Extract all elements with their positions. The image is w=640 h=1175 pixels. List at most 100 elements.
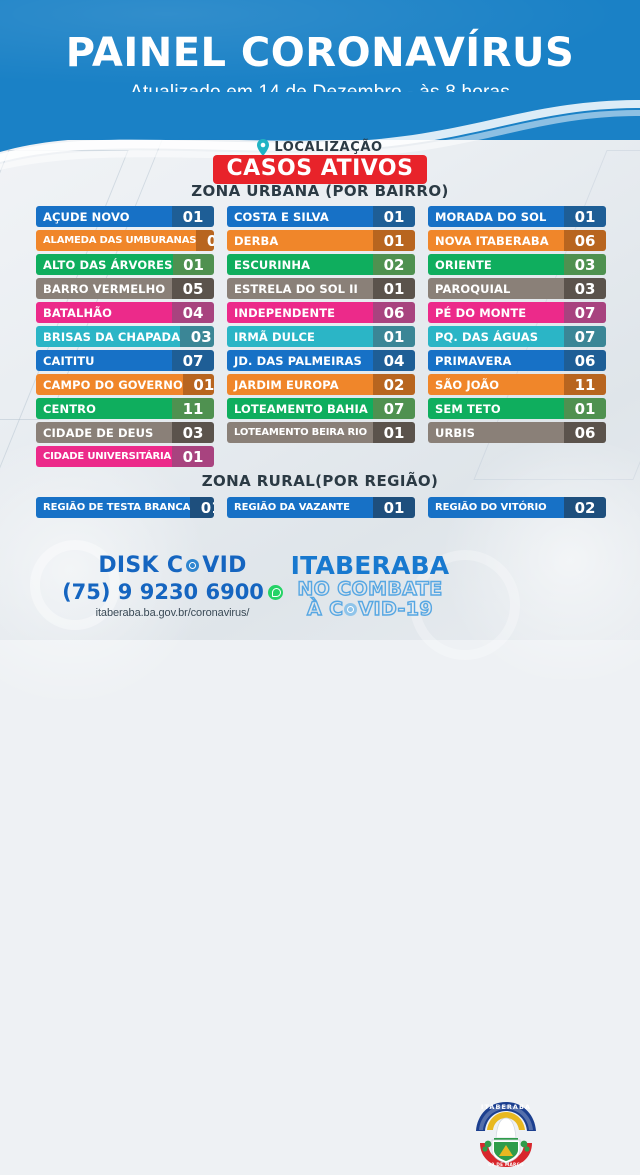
neighborhood-case-count: 07 xyxy=(373,398,415,419)
neighborhood-name: COSTA E SILVA xyxy=(227,206,373,227)
neighborhood-row: JARDIM EUROPA 02 xyxy=(227,374,415,395)
neighborhood-case-count: 02 xyxy=(373,254,415,275)
neighborhood-name: CENTRO xyxy=(36,398,172,419)
disk-covid-block: DISK C VID (75) 9 9230 6900 itaberaba.ba… xyxy=(60,553,285,619)
neighborhood-row: DERBA 01 xyxy=(227,230,415,251)
neighborhood-case-count: 04 xyxy=(172,302,214,323)
neighborhood-case-count: 01 xyxy=(172,446,214,467)
neighborhood-case-count: 02 xyxy=(196,230,214,251)
header-sheen xyxy=(0,0,640,98)
slogan-line-3: À C VID-19 xyxy=(280,597,460,620)
slogan-line-1: ITABERABA xyxy=(290,551,450,580)
active-cases-label: CASOS ATIVOS xyxy=(212,155,428,184)
neighborhood-name: AÇUDE NOVO xyxy=(36,206,172,227)
neighborhood-row: SÃO JOÃO 11 xyxy=(428,374,606,395)
neighborhood-name: CIDADE DE DEUS xyxy=(36,422,172,443)
rural-region-case-count: 01 xyxy=(373,497,415,518)
virus-o-icon xyxy=(344,602,358,616)
neighborhood-name: JARDIM EUROPA xyxy=(227,374,373,395)
neighborhood-case-count: 06 xyxy=(373,302,415,323)
neighborhood-case-count: 01 xyxy=(373,326,415,347)
location-row: LOCALIZAÇÃO xyxy=(0,139,640,156)
neighborhood-name: BRISAS DA CHAPADA xyxy=(36,326,181,347)
neighborhood-case-count: 04 xyxy=(373,350,415,371)
neighborhood-row: URBIS 06 xyxy=(428,422,606,443)
neighborhood-row: BRISAS DA CHAPADA 03 xyxy=(36,326,214,347)
neighborhood-name: LOTEAMENTO BAHIA xyxy=(227,398,373,419)
neighborhood-name: URBIS xyxy=(428,422,564,443)
virus-decoration-icon xyxy=(30,540,120,630)
rural-region-row: REGIÃO DO VITÓRIO 02 xyxy=(428,497,606,518)
neighborhood-row: CAMPO DO GOVERNO 01 xyxy=(36,374,214,395)
neighborhood-name: ALAMEDA DAS UMBURANAS xyxy=(36,230,196,251)
rural-zone-heading: ZONA RURAL(POR REGIÃO) xyxy=(201,472,439,490)
campaign-slogan: ITABERABA NO COMBATE À C VID-19 xyxy=(280,551,460,620)
svg-text:ITABERABA: ITABERABA xyxy=(481,1103,531,1111)
neighborhood-row: BARRO VERMELHO 05 xyxy=(36,278,214,299)
phone-number[interactable]: (75) 9 9230 6900 xyxy=(60,580,285,604)
neighborhood-case-count: 07 xyxy=(172,350,214,371)
neighborhood-case-count: 01 xyxy=(172,206,214,227)
neighborhood-name: CAMPO DO GOVERNO xyxy=(36,374,183,395)
neighborhood-name: PRIMAVERA xyxy=(428,350,564,371)
neighborhood-name: MORADA DO SOL xyxy=(428,206,564,227)
neighborhood-row: COSTA E SILVA 01 xyxy=(227,206,415,227)
slogan-line-3-post: VID-19 xyxy=(358,597,434,620)
neighborhood-name: IRMÃ DULCE xyxy=(227,326,373,347)
neighborhood-case-count: 01 xyxy=(172,254,214,275)
neighborhood-name: ORIENTE xyxy=(428,254,564,275)
neighborhood-case-count: 03 xyxy=(172,422,214,443)
neighborhood-case-count: 01 xyxy=(564,206,606,227)
neighborhood-case-count: 01 xyxy=(373,230,415,251)
neighborhood-row: AÇUDE NOVO 01 xyxy=(36,206,214,227)
rural-region-case-count: 01 xyxy=(190,497,214,518)
neighborhood-row: ESCURINHA 02 xyxy=(227,254,415,275)
neighborhood-case-count: 01 xyxy=(564,398,606,419)
neighborhood-row: MORADA DO SOL 01 xyxy=(428,206,606,227)
disk-covid-title-pre: DISK C xyxy=(98,553,184,578)
rural-region-name: REGIÃO DE TESTA BRANCA xyxy=(36,497,190,518)
whatsapp-icon[interactable] xyxy=(267,584,283,600)
neighborhood-name: SEM TETO xyxy=(428,398,564,419)
neighborhood-case-count: 01 xyxy=(373,278,415,299)
header-curve-divider xyxy=(0,92,640,170)
neighborhood-row: PQ. DAS ÁGUAS 07 xyxy=(428,326,606,347)
urban-column-3: MORADA DO SOL 01 NOVA ITABERABA 06 ORIENTE 03… xyxy=(428,206,606,467)
map-pin-icon xyxy=(257,139,270,156)
neighborhood-row: CIDADE UNIVERSITÁRIA 01 xyxy=(36,446,214,467)
neighborhood-case-count: 03 xyxy=(564,254,606,275)
neighborhood-row: ALAMEDA DAS UMBURANAS02 xyxy=(36,230,214,251)
neighborhood-name: ESTRELA DO SOL II xyxy=(227,278,373,299)
neighborhood-row: PAROQUIAL 03 xyxy=(428,278,606,299)
neighborhood-row: LOTEAMENTO BEIRA RIO 01 xyxy=(227,422,415,443)
neighborhood-case-count: 01 xyxy=(373,422,415,443)
neighborhood-case-count: 06 xyxy=(564,230,606,251)
rural-region-name: REGIÃO DA VAZANTE xyxy=(227,497,373,518)
neighborhood-row: CENTRO 11 xyxy=(36,398,214,419)
neighborhood-row: IRMÃ DULCE 01 xyxy=(227,326,415,347)
neighborhood-row: CIDADE DE DEUS 03 xyxy=(36,422,214,443)
rural-region-row: REGIÃO DE TESTA BRANCA01 xyxy=(36,497,214,518)
neighborhood-name: DERBA xyxy=(227,230,373,251)
neighborhood-name: NOVA ITABERABA xyxy=(428,230,564,251)
slogan-line-3-pre: À C xyxy=(306,597,344,620)
neighborhood-case-count: 11 xyxy=(564,374,606,395)
rural-region-row: REGIÃO DA VAZANTE 01 xyxy=(227,497,415,518)
neighborhood-row: PRIMAVERA 06 xyxy=(428,350,606,371)
neighborhood-name: LOTEAMENTO BEIRA RIO xyxy=(227,422,373,443)
rural-region-case-count: 02 xyxy=(564,497,606,518)
neighborhood-case-count: 11 xyxy=(172,398,214,419)
neighborhood-name: BATALHÃO xyxy=(36,302,172,323)
neighborhood-row: ESTRELA DO SOL II 01 xyxy=(227,278,415,299)
neighborhood-row: JD. DAS PALMEIRAS 04 xyxy=(227,350,415,371)
neighborhood-case-count: 01 xyxy=(373,206,415,227)
neighborhood-case-count: 03 xyxy=(180,326,214,347)
neighborhood-name: INDEPENDENTE xyxy=(227,302,373,323)
neighborhood-case-count: 06 xyxy=(564,350,606,371)
rural-region-grid: REGIÃO DE TESTA BRANCA01REGIÃO DA VAZANT… xyxy=(36,497,606,518)
neighborhood-case-count: 02 xyxy=(373,374,415,395)
urban-zone-heading: ZONA URBANA (POR BAIRRO) xyxy=(191,182,449,200)
neighborhood-name: BARRO VERMELHO xyxy=(36,278,172,299)
website-url[interactable]: itaberaba.ba.gov.br/coronavirus/ xyxy=(95,607,250,619)
